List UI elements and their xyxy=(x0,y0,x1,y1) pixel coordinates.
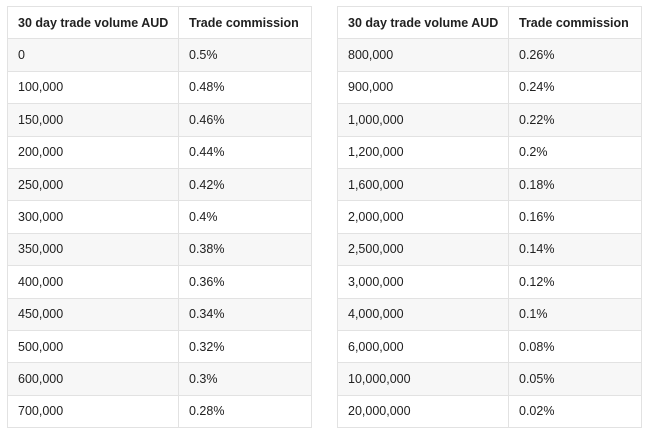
volume-column-header: 30 day trade volume AUD xyxy=(337,5,509,40)
commission-cell: 0.1% xyxy=(508,297,642,331)
table-row: 350,000 0.38% xyxy=(7,232,312,267)
volume-cell: 450,000 xyxy=(7,297,179,331)
commission-column-header: Trade commission xyxy=(178,5,312,40)
fee-table-right: 30 day trade volume AUD Trade commission… xyxy=(337,5,642,429)
commission-cell: 0.24% xyxy=(508,70,642,105)
commission-cell: 0.38% xyxy=(178,232,312,267)
commission-cell: 0.14% xyxy=(508,232,642,267)
table-row: 400,000 0.36% xyxy=(7,265,312,299)
volume-cell: 4,000,000 xyxy=(337,297,509,331)
volume-cell: 800,000 xyxy=(337,38,509,72)
table-row: 900,000 0.24% xyxy=(337,70,642,105)
fee-table-body: 800,000 0.26% 900,000 0.24% 1,000,000 0.22% 1,… xyxy=(337,38,642,429)
volume-cell: 400,000 xyxy=(7,265,179,299)
volume-cell: 3,000,000 xyxy=(337,265,509,299)
volume-cell: 2,000,000 xyxy=(337,200,509,234)
volume-cell: 150,000 xyxy=(7,103,179,137)
commission-cell: 0.18% xyxy=(508,167,642,202)
commission-cell: 0.44% xyxy=(178,135,312,169)
table-row: 800,000 0.26% xyxy=(337,38,642,72)
table-row: 200,000 0.44% xyxy=(7,135,312,169)
volume-cell: 250,000 xyxy=(7,167,179,202)
volume-cell: 10,000,000 xyxy=(337,362,509,396)
volume-cell: 2,500,000 xyxy=(337,232,509,267)
commission-cell: 0.36% xyxy=(178,265,312,299)
volume-cell: 700,000 xyxy=(7,394,179,429)
commission-cell: 0.3% xyxy=(178,362,312,396)
commission-column-header: Trade commission xyxy=(508,5,642,40)
commission-cell: 0.2% xyxy=(508,135,642,169)
commission-cell: 0.4% xyxy=(178,200,312,234)
table-header-row: 30 day trade volume AUD Trade commission xyxy=(7,5,312,40)
commission-cell: 0.02% xyxy=(508,394,642,429)
volume-cell: 300,000 xyxy=(7,200,179,234)
fee-table-left: 30 day trade volume AUD Trade commission… xyxy=(7,5,312,429)
commission-cell: 0.22% xyxy=(508,103,642,137)
commission-cell: 0.26% xyxy=(508,38,642,72)
volume-cell: 900,000 xyxy=(337,70,509,105)
table-row: 10,000,000 0.05% xyxy=(337,362,642,396)
table-row: 1,200,000 0.2% xyxy=(337,135,642,169)
fee-table-body: 0 0.5% 100,000 0.48% 150,000 0.46% 200,000 0.44… xyxy=(7,38,312,429)
table-row: 450,000 0.34% xyxy=(7,297,312,331)
table-row: 600,000 0.3% xyxy=(7,362,312,396)
table-row: 20,000,000 0.02% xyxy=(337,394,642,429)
volume-column-header: 30 day trade volume AUD xyxy=(7,5,179,40)
volume-cell: 1,200,000 xyxy=(337,135,509,169)
commission-cell: 0.46% xyxy=(178,103,312,137)
volume-cell: 200,000 xyxy=(7,135,179,169)
commission-cell: 0.34% xyxy=(178,297,312,331)
volume-cell: 500,000 xyxy=(7,329,179,364)
table-row: 4,000,000 0.1% xyxy=(337,297,642,331)
commission-cell: 0.32% xyxy=(178,329,312,364)
table-row: 500,000 0.32% xyxy=(7,329,312,364)
table-header-row: 30 day trade volume AUD Trade commission xyxy=(337,5,642,40)
volume-cell: 6,000,000 xyxy=(337,329,509,364)
volume-cell: 1,600,000 xyxy=(337,167,509,202)
table-row: 2,500,000 0.14% xyxy=(337,232,642,267)
volume-cell: 0 xyxy=(7,38,179,72)
table-row: 300,000 0.4% xyxy=(7,200,312,234)
table-row: 3,000,000 0.12% xyxy=(337,265,642,299)
table-row: 0 0.5% xyxy=(7,38,312,72)
commission-cell: 0.28% xyxy=(178,394,312,429)
commission-cell: 0.48% xyxy=(178,70,312,105)
volume-cell: 350,000 xyxy=(7,232,179,267)
volume-cell: 1,000,000 xyxy=(337,103,509,137)
commission-cell: 0.5% xyxy=(178,38,312,72)
commission-cell: 0.08% xyxy=(508,329,642,364)
table-row: 6,000,000 0.08% xyxy=(337,329,642,364)
table-row: 250,000 0.42% xyxy=(7,167,312,202)
volume-cell: 20,000,000 xyxy=(337,394,509,429)
table-row: 150,000 0.46% xyxy=(7,103,312,137)
table-row: 1,600,000 0.18% xyxy=(337,167,642,202)
volume-cell: 100,000 xyxy=(7,70,179,105)
table-row: 700,000 0.28% xyxy=(7,394,312,429)
commission-cell: 0.05% xyxy=(508,362,642,396)
table-row: 100,000 0.48% xyxy=(7,70,312,105)
commission-cell: 0.42% xyxy=(178,167,312,202)
table-row: 1,000,000 0.22% xyxy=(337,103,642,137)
commission-cell: 0.16% xyxy=(508,200,642,234)
volume-cell: 600,000 xyxy=(7,362,179,396)
table-row: 2,000,000 0.16% xyxy=(337,200,642,234)
commission-cell: 0.12% xyxy=(508,265,642,299)
